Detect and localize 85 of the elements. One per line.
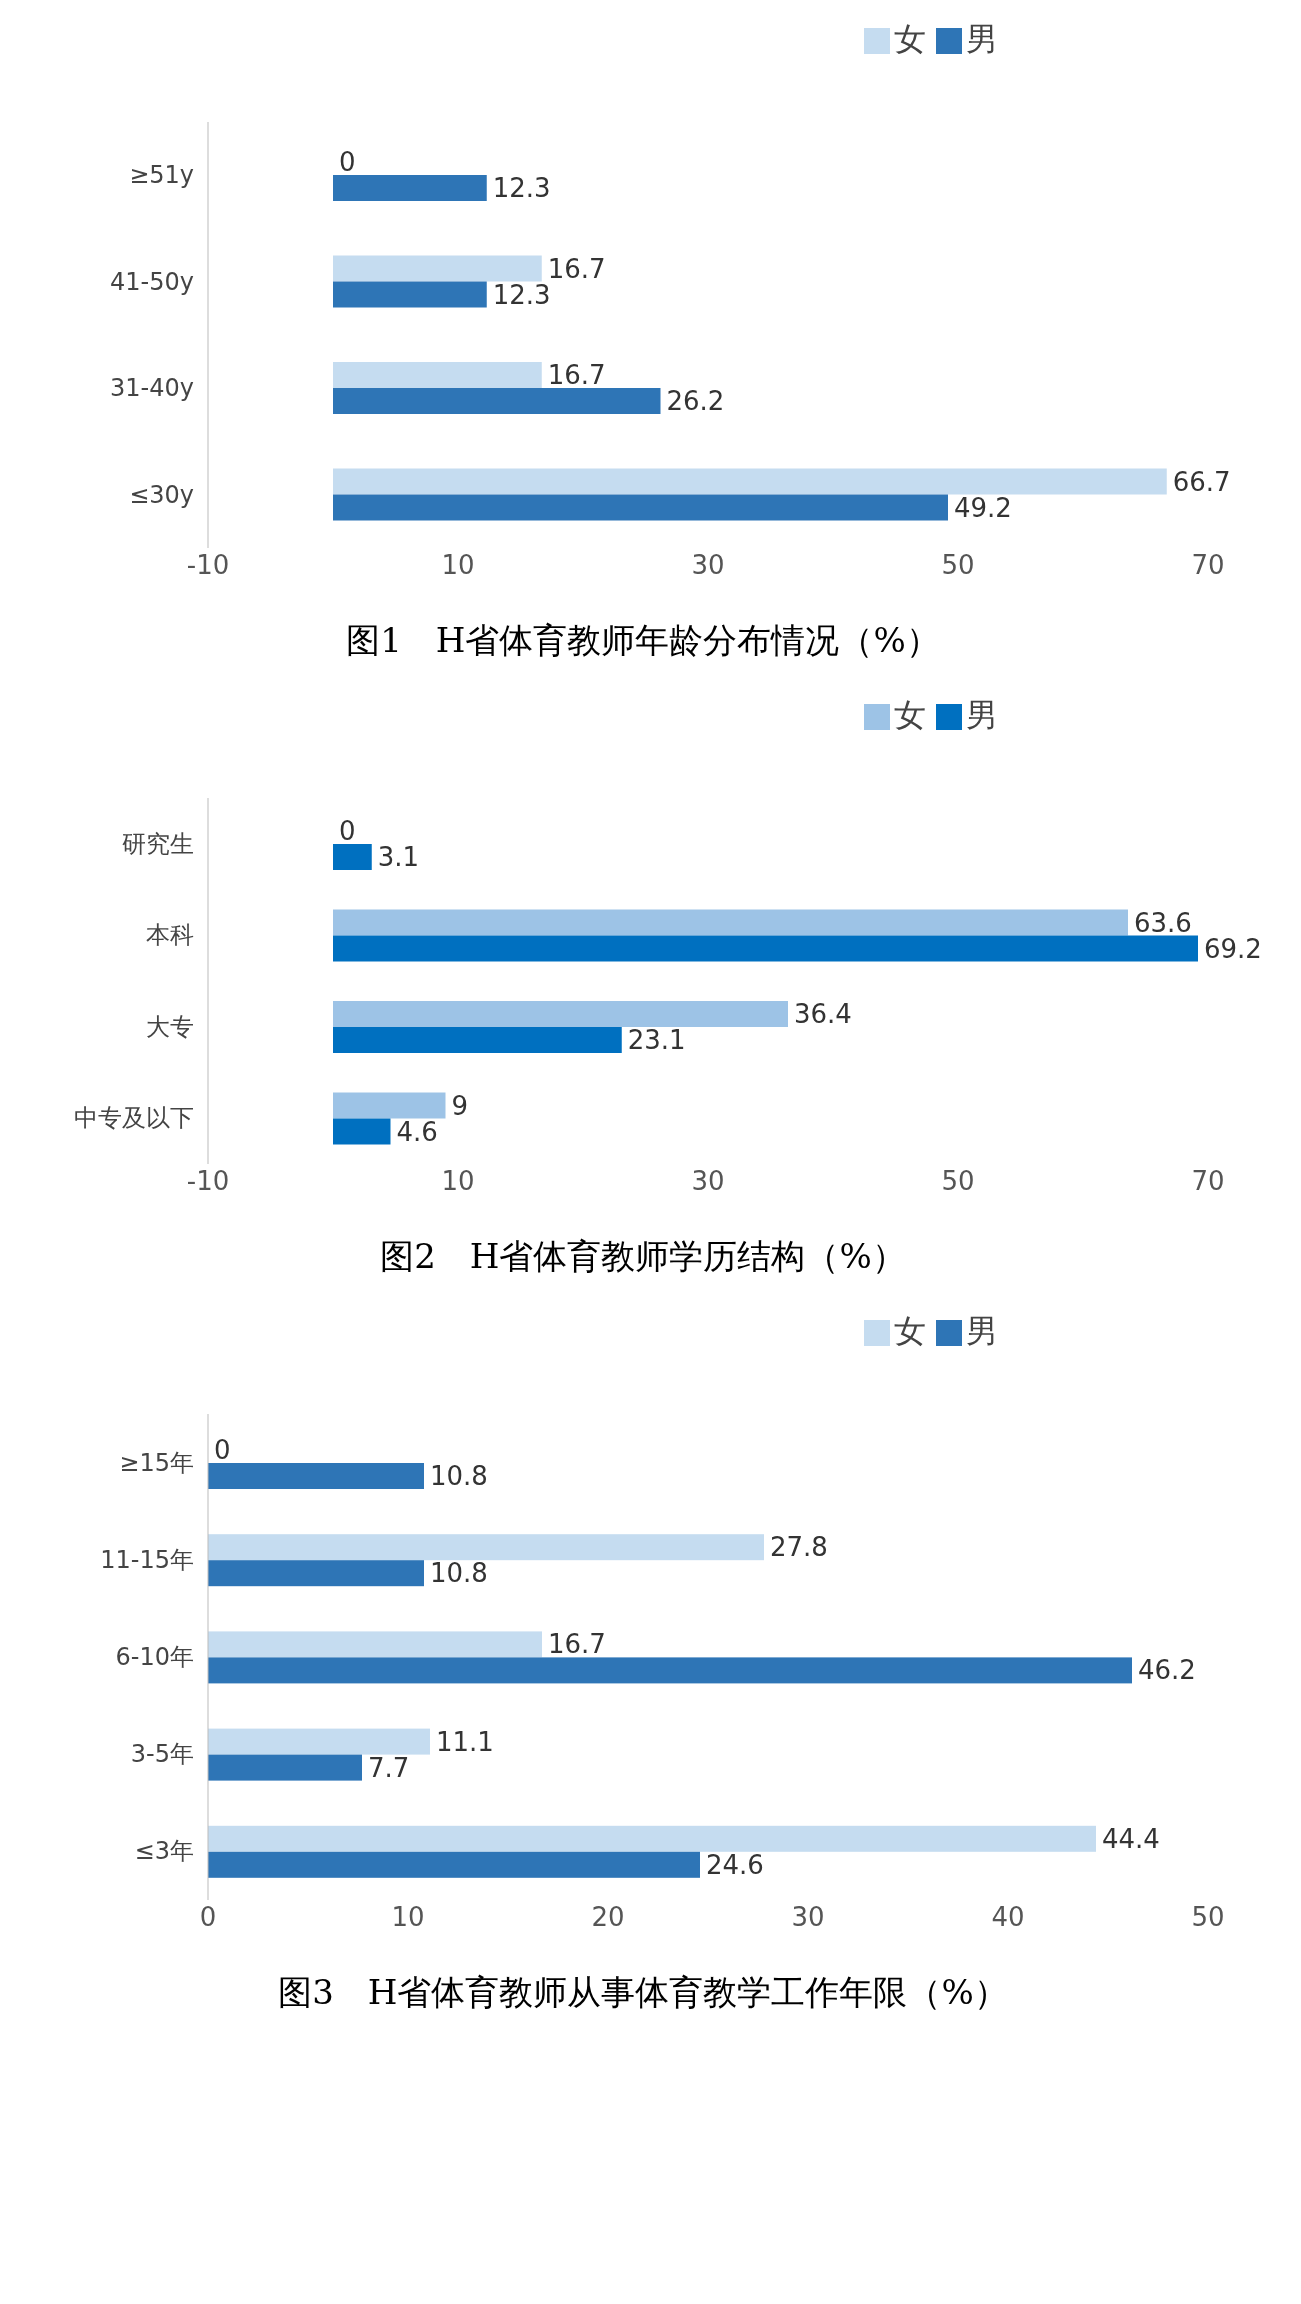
data-label: 10.8 [430, 1461, 488, 1491]
data-label: 63.6 [1134, 907, 1192, 938]
x-tick-label: 30 [691, 550, 725, 581]
bar [333, 281, 487, 308]
x-tick-label: 20 [591, 1902, 625, 1933]
data-label: 46.2 [1138, 1655, 1196, 1686]
bar [208, 1657, 1132, 1684]
bar [333, 1092, 446, 1119]
bar [333, 1118, 391, 1145]
x-tick-label: 40 [991, 1902, 1025, 1933]
legend-label: 女 [894, 696, 926, 734]
bar [208, 1825, 1096, 1852]
x-tick-label: -10 [186, 1166, 230, 1197]
bar [333, 388, 661, 414]
y-tick-label: 研究生 [122, 829, 194, 858]
bar [333, 255, 542, 282]
y-tick-label: 3-5年 [130, 1740, 194, 1769]
bar [333, 935, 1198, 962]
data-label: 3.1 [377, 842, 420, 872]
data-label: 7.7 [368, 1752, 410, 1783]
bar [333, 468, 1167, 495]
data-label: 16.7 [547, 360, 606, 390]
x-tick-label: 50 [1191, 1902, 1225, 1933]
legend-label: 女 [894, 1312, 926, 1350]
x-tick-label: 10 [441, 550, 475, 581]
data-label: 9 [451, 1090, 469, 1121]
x-tick-label: 70 [1191, 550, 1225, 581]
data-label: 27.8 [770, 1532, 828, 1563]
bar [208, 1631, 542, 1658]
legend-label: 女 [894, 20, 926, 58]
data-label: 0 [214, 1435, 231, 1465]
text: 图2 H省体育教师学历结构（%） [379, 1235, 907, 1278]
bar [208, 1463, 424, 1489]
data-label: 49.2 [954, 492, 1012, 523]
data-label: 12.3 [492, 173, 551, 203]
data-label: 23.1 [627, 1025, 686, 1055]
bar [208, 1534, 764, 1561]
legend-label: 男 [966, 696, 998, 734]
x-tick-label: 0 [199, 1902, 217, 1933]
data-label: 24.6 [706, 1849, 764, 1880]
bar [208, 1754, 362, 1781]
x-tick-label: -10 [186, 550, 230, 581]
y-tick-label: 本科 [146, 921, 194, 950]
x-tick-label: 50 [941, 550, 975, 581]
bar [333, 844, 372, 870]
y-tick-label: 6-10年 [115, 1643, 194, 1671]
data-label: 4.6 [396, 1116, 438, 1147]
bar [333, 1027, 622, 1053]
bar [208, 1728, 430, 1755]
y-tick-label: 41-50y [110, 267, 194, 296]
y-tick-label: ≤3年 [134, 1837, 194, 1866]
bar [208, 1851, 700, 1878]
bar [333, 1001, 788, 1027]
data-label: 44.4 [1102, 1823, 1160, 1854]
y-tick-label: 31-40y [110, 374, 194, 403]
data-label: 0 [339, 816, 356, 846]
x-tick-label: 30 [691, 1166, 725, 1197]
bar [333, 909, 1128, 936]
x-tick-label: 10 [391, 1902, 425, 1933]
x-tick-label: 50 [941, 1166, 975, 1197]
bar [333, 175, 487, 201]
y-tick-label: 11-15年 [100, 1545, 194, 1574]
legend-label: 男 [966, 20, 998, 58]
data-label: 66.7 [1172, 466, 1231, 497]
data-label: 69.2 [1204, 933, 1262, 964]
y-tick-label: ≤30y [129, 480, 194, 509]
y-tick-label: 中专及以下 [74, 1104, 194, 1133]
text: 图1 H省体育教师年龄分布情况（%） [345, 619, 941, 662]
x-tick-label: 70 [1191, 1166, 1225, 1197]
y-tick-label: ≥51y [129, 161, 194, 190]
data-label: 16.7 [548, 1629, 606, 1660]
data-label: 10.8 [430, 1558, 488, 1589]
bar [208, 1560, 424, 1587]
x-tick-label: 10 [441, 1166, 475, 1197]
x-tick-label: 30 [791, 1902, 825, 1933]
data-label: 36.4 [794, 999, 852, 1029]
data-label: 11.1 [436, 1726, 494, 1757]
bar [333, 494, 948, 521]
y-tick-label: 大专 [146, 1012, 194, 1041]
data-label: 0 [339, 147, 356, 177]
data-label: 26.2 [666, 386, 725, 416]
legend-label: 男 [966, 1312, 998, 1350]
y-tick-label: ≥15年 [119, 1448, 194, 1477]
text: 图3 H省体育教师从事体育教学工作年限（%） [277, 1971, 1009, 2014]
bar [333, 362, 542, 388]
